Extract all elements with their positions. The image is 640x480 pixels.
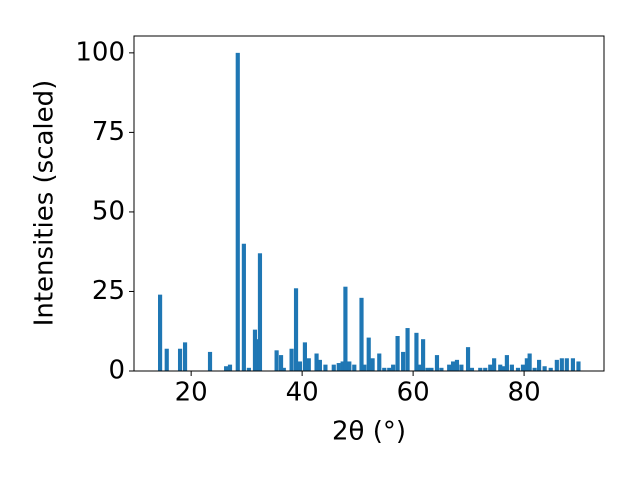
- bar: [576, 361, 581, 371]
- y-tick-label: 75: [92, 117, 125, 147]
- plot-frame: [133, 35, 605, 372]
- bar: [157, 294, 163, 371]
- bar: [520, 364, 526, 371]
- x-tick-label: 40: [286, 378, 319, 408]
- bar: [429, 367, 434, 371]
- bar: [542, 366, 547, 371]
- bar: [500, 366, 506, 371]
- bar: [252, 329, 258, 371]
- bar: [293, 288, 299, 371]
- bar: [255, 339, 260, 371]
- bar: [362, 364, 367, 371]
- bar: [570, 358, 576, 371]
- bar: [302, 342, 307, 371]
- bar: [382, 367, 387, 371]
- bar: [509, 364, 514, 371]
- bar: [257, 253, 263, 371]
- bar: [306, 358, 311, 371]
- bar: [177, 348, 183, 371]
- bar: [182, 342, 188, 371]
- bar: [548, 367, 553, 371]
- x-tick-label: 60: [397, 378, 430, 408]
- bar: [164, 348, 169, 371]
- bar: [459, 364, 464, 371]
- bar: [224, 366, 229, 371]
- bar: [246, 367, 251, 371]
- bar: [515, 367, 521, 371]
- bar: [331, 364, 336, 371]
- bar: [536, 359, 542, 371]
- bar: [488, 364, 493, 371]
- x-axis-label: 2θ (°): [332, 417, 406, 447]
- y-tick-label: 0: [108, 356, 125, 386]
- bar: [387, 367, 392, 371]
- bar: [323, 364, 328, 371]
- bar: [524, 358, 529, 371]
- bar: [439, 367, 444, 371]
- bar: [478, 367, 483, 371]
- bar: [504, 355, 509, 371]
- bar: [454, 359, 460, 371]
- bar: [241, 243, 246, 371]
- y-axis-label: Intensities (scaled): [30, 80, 60, 327]
- bar: [498, 364, 503, 371]
- bar: [336, 363, 341, 371]
- y-tick-label: 50: [92, 196, 125, 226]
- bar: [391, 364, 396, 371]
- bar: [352, 364, 357, 371]
- bar: [289, 348, 294, 371]
- bar: [418, 364, 423, 371]
- bar: [532, 367, 537, 371]
- bar: [359, 297, 364, 371]
- bar: [274, 350, 279, 371]
- bar: [450, 361, 456, 371]
- bar: [527, 353, 532, 371]
- bar: [370, 358, 375, 371]
- bar: [366, 337, 371, 371]
- bar: [564, 358, 569, 371]
- bar: [469, 367, 475, 371]
- bar: [447, 364, 452, 371]
- bar: [401, 351, 406, 371]
- bar: [377, 353, 382, 371]
- bar: [317, 359, 322, 371]
- bar: [314, 353, 319, 371]
- bar: [343, 286, 348, 371]
- bar: [281, 367, 286, 371]
- bar: [465, 347, 471, 371]
- bars: [157, 52, 581, 371]
- bar: [278, 355, 284, 371]
- y-tick-label: 100: [75, 37, 125, 67]
- bar: [297, 361, 302, 371]
- bar: [559, 358, 564, 371]
- bar: [207, 351, 213, 371]
- bar: [414, 332, 419, 371]
- y-tick-label: 25: [92, 276, 125, 306]
- x-tick-label: 20: [175, 378, 208, 408]
- bar: [347, 361, 352, 371]
- bar: [405, 328, 410, 371]
- bar: [492, 358, 497, 371]
- bar: [554, 359, 559, 371]
- bar: [340, 361, 345, 371]
- bar: [434, 355, 440, 371]
- bar: [483, 367, 488, 371]
- bar: [235, 52, 240, 371]
- bar: [421, 339, 426, 371]
- bar: [425, 367, 430, 371]
- x-tick-label: 80: [508, 378, 541, 408]
- bar: [227, 364, 233, 371]
- bar: [395, 336, 400, 371]
